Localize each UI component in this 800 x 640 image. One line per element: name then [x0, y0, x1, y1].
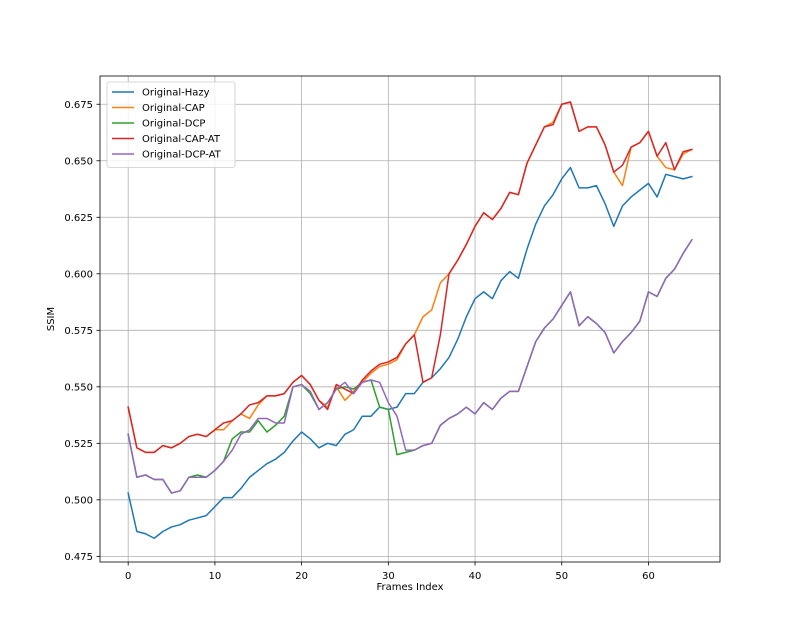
- plot-area-frame: [99, 75, 721, 563]
- x-axis-label: Frames Index: [376, 582, 443, 593]
- legend-label-original-cap: Original-CAP: [142, 103, 205, 114]
- x-tick-label: 30: [382, 571, 395, 582]
- axis-ticks: 0 10 20 30 40 50 60 0.475 0.500 0.525 0.550 0.575 0.…: [64, 100, 654, 582]
- x-tick-label: 20: [295, 571, 308, 582]
- series-lines: [127, 101, 693, 540]
- legend-label-original-dcp: Original-DCP: [142, 119, 205, 130]
- y-tick-label: 0.500: [64, 495, 93, 506]
- y-tick-label: 0.600: [64, 269, 93, 280]
- y-tick-label: 0.625: [64, 213, 93, 224]
- x-tick-label: 40: [469, 571, 482, 582]
- x-tick-label: 10: [209, 571, 222, 582]
- grid-lines: [100, 76, 720, 562]
- legend-label-original-dcp-at: Original-DCP-AT: [142, 150, 222, 161]
- y-tick-label: 0.650: [64, 156, 93, 167]
- legend-label-original-cap-at: Original-CAP-AT: [142, 134, 221, 145]
- x-tick-label: 0: [125, 571, 131, 582]
- y-tick-label: 0.525: [64, 439, 93, 450]
- y-tick-label: 0.675: [64, 100, 93, 111]
- legend-box: [106, 81, 236, 168]
- y-tick-label: 0.550: [64, 382, 93, 393]
- y-tick-label: 0.575: [64, 326, 93, 337]
- x-tick-label: 60: [642, 571, 655, 582]
- x-tick-label: 50: [555, 571, 568, 582]
- y-axis-label: SSIM: [46, 307, 57, 331]
- series-line-original-cap-at: [127, 101, 693, 454]
- legend: Original-Hazy Original-CAP Original-DCP Ori…: [106, 81, 236, 168]
- legend-label-original-hazy: Original-Hazy: [142, 88, 210, 99]
- series-line-original-hazy: [127, 166, 693, 540]
- y-tick-label: 0.475: [64, 552, 93, 563]
- series-line-original-dcp-at: [127, 238, 693, 494]
